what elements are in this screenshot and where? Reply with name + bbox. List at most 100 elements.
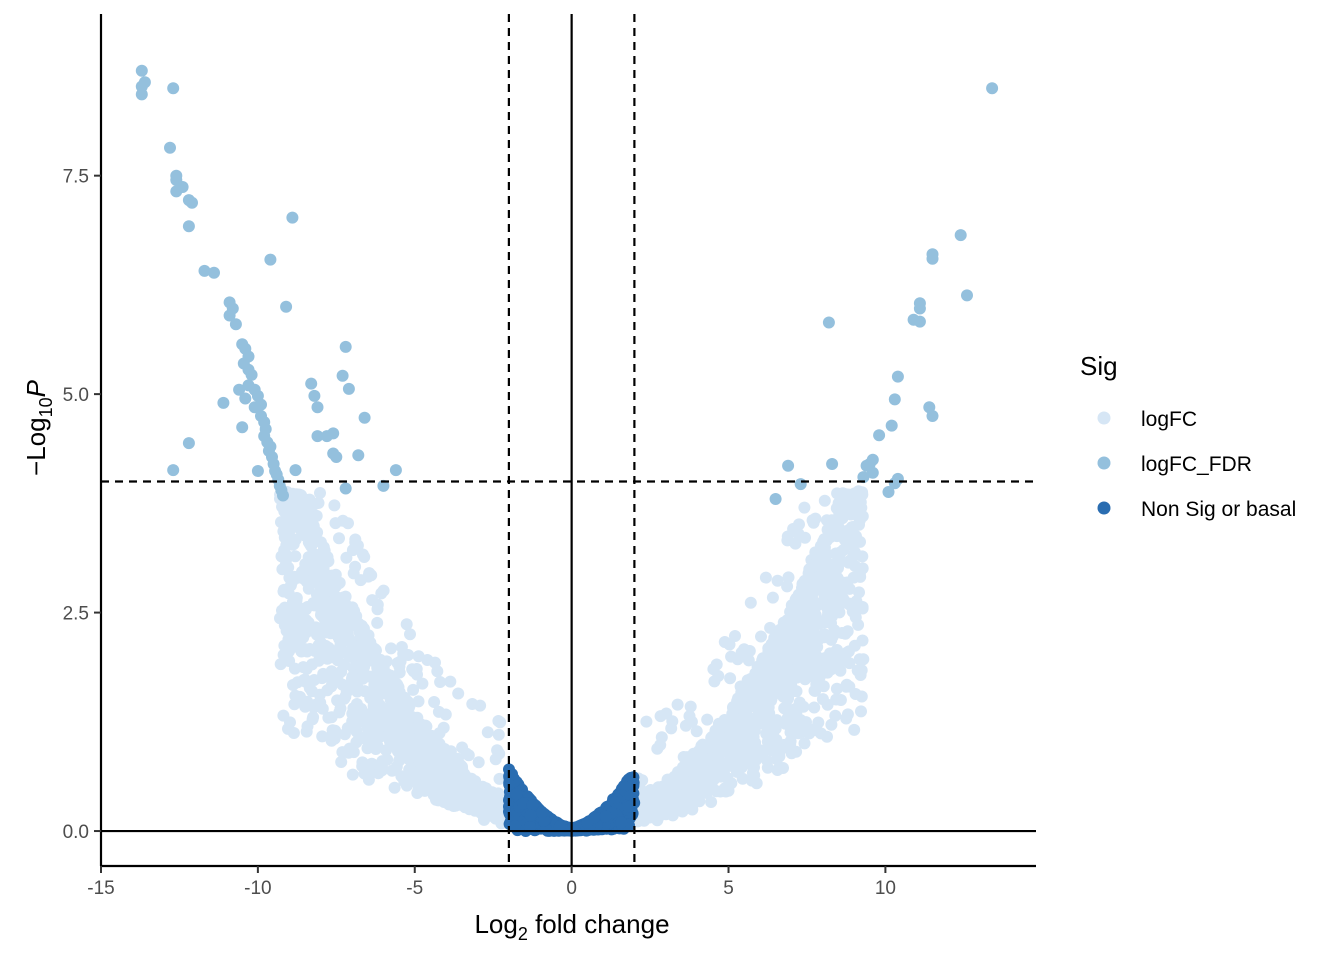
point-logfc-fdr xyxy=(264,253,277,266)
point-logfc-fdr xyxy=(277,489,289,502)
point-logfc xyxy=(362,773,375,786)
point-logfc xyxy=(842,645,855,658)
point-logfc xyxy=(340,551,353,564)
point-nonsig xyxy=(524,809,537,822)
point-logfc xyxy=(481,726,494,739)
point-logfc-fdr xyxy=(913,302,926,315)
point-logfc xyxy=(805,646,818,659)
point-logfc xyxy=(756,700,769,713)
legend-key xyxy=(1097,456,1111,470)
point-logfc xyxy=(824,558,837,571)
point-logfc-fdr xyxy=(286,211,299,224)
point-logfc xyxy=(464,791,477,803)
point-logfc xyxy=(833,579,846,592)
point-logfc xyxy=(314,487,326,499)
point-logfc xyxy=(798,501,811,514)
point-logfc xyxy=(848,723,861,736)
point-logfc xyxy=(839,627,852,640)
point-logfc xyxy=(793,518,805,531)
point-logfc xyxy=(766,641,779,654)
point-logfc-fdr xyxy=(961,289,973,302)
point-logfc xyxy=(279,554,292,567)
point-logfc xyxy=(282,722,294,735)
point-logfc xyxy=(367,699,380,712)
point-logfc xyxy=(278,544,291,557)
point-logfc xyxy=(349,717,362,730)
point-logfc xyxy=(385,642,397,655)
point-nonsig xyxy=(581,816,594,829)
point-logfc-fdr xyxy=(186,196,198,209)
point-logfc xyxy=(358,551,371,563)
point-logfc-fdr xyxy=(223,309,236,322)
point-logfc xyxy=(792,527,805,540)
point-logfc xyxy=(411,711,424,724)
point-logfc xyxy=(844,538,857,551)
point-logfc xyxy=(411,668,423,681)
legend-items: logFC logFC_FDR Non Sig or basal xyxy=(1097,408,1296,521)
point-logfc xyxy=(371,603,384,616)
point-logfc xyxy=(705,796,718,808)
point-logfc-fdr xyxy=(339,340,352,353)
point-logfc xyxy=(297,612,310,625)
point-logfc xyxy=(743,753,756,766)
point-logfc xyxy=(765,692,778,705)
point-logfc xyxy=(729,630,741,642)
point-logfc xyxy=(778,654,791,667)
point-logfc xyxy=(328,570,341,583)
point-logfc xyxy=(429,656,441,669)
point-logfc xyxy=(404,628,416,641)
y-tick-label: 0.0 xyxy=(63,822,89,843)
point-logfc xyxy=(388,781,401,794)
point-logfc xyxy=(416,677,429,690)
point-logfc xyxy=(321,684,334,697)
point-logfc xyxy=(807,632,820,645)
point-logfc xyxy=(328,732,341,745)
point-logfc xyxy=(312,654,325,667)
point-logfc xyxy=(420,720,433,733)
point-logfc xyxy=(844,554,857,567)
point-logfc-fdr xyxy=(857,471,870,484)
point-logfc xyxy=(822,606,835,619)
point-logfc-fdr xyxy=(239,392,252,405)
point-logfc xyxy=(654,710,667,723)
point-logfc-fdr xyxy=(217,396,230,409)
point-logfc-fdr xyxy=(330,451,343,463)
point-logfc xyxy=(761,735,774,748)
point-logfc xyxy=(802,567,815,580)
point-logfc xyxy=(725,650,738,663)
point-logfc xyxy=(295,623,308,636)
point-logfc xyxy=(334,702,347,715)
point-logfc xyxy=(291,633,304,646)
point-logfc xyxy=(748,769,761,782)
point-logfc xyxy=(311,526,324,539)
x-tick-label: 5 xyxy=(723,878,734,899)
point-logfc xyxy=(411,751,424,764)
point-logfc xyxy=(706,730,719,743)
point-logfc xyxy=(763,725,776,738)
point-logfc xyxy=(346,768,359,781)
point-logfc-fdr xyxy=(233,383,246,396)
y-tick-label: 7.5 xyxy=(63,167,89,188)
point-logfc xyxy=(855,705,867,718)
point-logfc xyxy=(781,580,794,593)
point-logfc xyxy=(736,685,749,698)
point-logfc-fdr xyxy=(926,252,939,265)
point-logfc xyxy=(748,700,760,712)
point-logfc xyxy=(813,576,826,589)
point-logfc xyxy=(742,654,755,667)
point-logfc-fdr xyxy=(182,437,195,450)
point-logfc xyxy=(843,657,856,670)
point-logfc xyxy=(853,586,865,599)
legend-label: Non Sig or basal xyxy=(1141,498,1296,521)
point-logfc xyxy=(332,647,345,660)
point-logfc xyxy=(289,533,302,546)
point-nonsig xyxy=(566,823,579,835)
point-logfc xyxy=(821,666,834,679)
point-logfc xyxy=(651,742,664,755)
point-logfc xyxy=(808,723,821,735)
point-logfc xyxy=(469,775,482,788)
point-logfc xyxy=(299,643,312,656)
point-nonsig xyxy=(553,820,566,833)
point-logfc xyxy=(437,721,450,734)
point-logfc xyxy=(452,687,465,700)
